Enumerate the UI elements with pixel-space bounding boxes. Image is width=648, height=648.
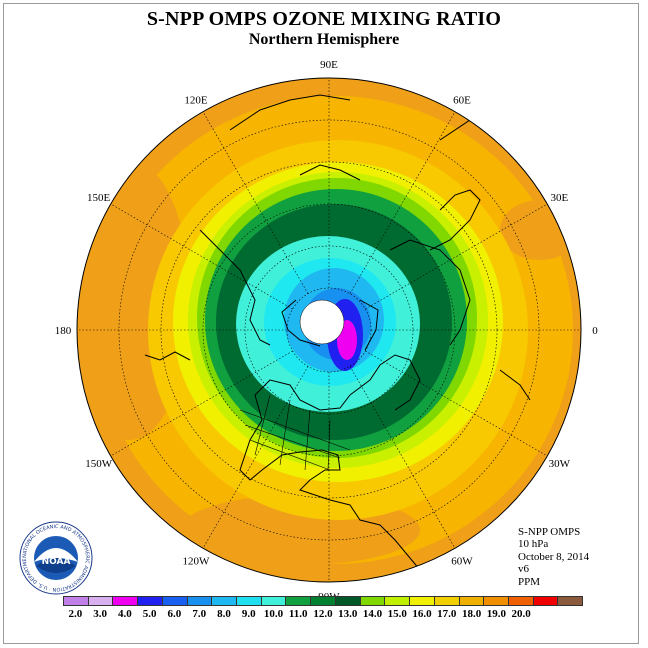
colorbar-segment — [286, 597, 312, 605]
longitude-label: 180 — [55, 325, 72, 337]
colorbar-segment — [212, 597, 238, 605]
pole-no-data — [299, 299, 345, 345]
colorbar-label: 13.0 — [338, 608, 358, 620]
colorbar-label: 19.0 — [486, 608, 506, 620]
longitude-label: 30E — [550, 192, 568, 204]
colorbar-segment — [64, 597, 89, 605]
colorbar-label: 8.0 — [217, 608, 231, 620]
logo-text: NOAA — [42, 557, 71, 567]
colorbar-label: 5.0 — [142, 608, 157, 620]
colorbar-segment — [187, 597, 213, 605]
meridian-lines — [77, 78, 581, 582]
colorbar-segment — [261, 597, 287, 605]
colorbar-label: 20.0 — [511, 608, 531, 620]
instrument-label: S-NPP OMPS — [518, 526, 581, 538]
colorbar-segment — [113, 597, 139, 605]
meridian-line — [110, 203, 293, 310]
longitude-label: 30W — [549, 458, 571, 470]
colorbar-segment — [558, 597, 583, 605]
colorbar-label: 6.0 — [167, 608, 182, 620]
date-label: October 8, 2014 — [518, 550, 590, 563]
colorbar — [63, 596, 583, 606]
longitude-label: 150W — [85, 458, 113, 470]
longitude-label: 0 — [592, 325, 598, 337]
meridian-line — [365, 203, 548, 310]
colorbar-segment — [360, 597, 386, 605]
colorbar-label: 18.0 — [461, 608, 482, 620]
meridian-line — [202, 111, 309, 294]
product-info: S-NPP OMPS 10 hPa October 8, 2014 v6 PPM — [518, 526, 589, 588]
colorbar-segment — [162, 597, 188, 605]
colorbar-segment — [410, 597, 435, 605]
colorbar-segment — [533, 597, 559, 605]
meridian-line — [349, 111, 456, 294]
colorbar-label: 14.0 — [362, 608, 383, 620]
meridian-line — [349, 366, 456, 549]
colorbar-segment — [88, 597, 114, 605]
colorbar-segment — [508, 597, 534, 605]
map-subtitle: Northern Hemisphere — [248, 31, 400, 48]
colorbar-label: 4.0 — [118, 608, 132, 620]
colorbar-label: 15.0 — [387, 608, 407, 620]
colorbar-segment — [434, 597, 460, 605]
longitude-label: 90E — [320, 59, 338, 71]
meridian-line — [202, 366, 309, 549]
colorbar-segment — [335, 597, 361, 605]
colorbar-label: 7.0 — [192, 608, 207, 620]
colorbar-label: 17.0 — [437, 608, 457, 620]
colorbar-label: 9.0 — [241, 608, 256, 620]
longitude-label: 150E — [87, 192, 111, 204]
colorbar-label: 16.0 — [412, 608, 432, 620]
longitude-label: 60E — [453, 95, 471, 107]
longitude-label: 60W — [451, 555, 473, 567]
colorbar-segment — [138, 597, 163, 605]
longitude-label: 120W — [183, 555, 211, 567]
colorbar-label: 12.0 — [313, 608, 333, 620]
colorbar-label: 10.0 — [263, 608, 284, 620]
pressure-level: 10 hPa — [518, 538, 549, 551]
colorbar-segment — [459, 597, 485, 605]
meridian-line — [110, 350, 293, 457]
political-boundaries — [239, 394, 351, 471]
map-frame — [3, 3, 639, 644]
colorbar-label: 2.0 — [68, 608, 83, 620]
map-boundary — [76, 77, 582, 583]
colorbar-labels: 2.0 3.0 4.0 5.0 6.0 7.0 8.0 9.0 10.0 11.0 12.0 13.0… — [0, 608, 648, 622]
colorbar-segment — [311, 597, 336, 605]
map-title: S-NPP OMPS OZONE MIXING RATIO — [146, 8, 502, 30]
version-label: v6 — [518, 563, 529, 576]
colorbar-segment — [237, 597, 262, 605]
colorbar-label: 11.0 — [288, 608, 308, 620]
colorbar-segment — [484, 597, 509, 605]
longitude-label: 120E — [184, 95, 208, 107]
meridian-line — [365, 350, 548, 457]
colorbar-label: 3.0 — [93, 608, 108, 620]
colorbar-segment — [385, 597, 411, 605]
noaa-logo: NATIONAL OCEANIC AND ATMOSPHERIC ADMINIS… — [18, 520, 93, 595]
units-label: PPM — [518, 575, 541, 588]
